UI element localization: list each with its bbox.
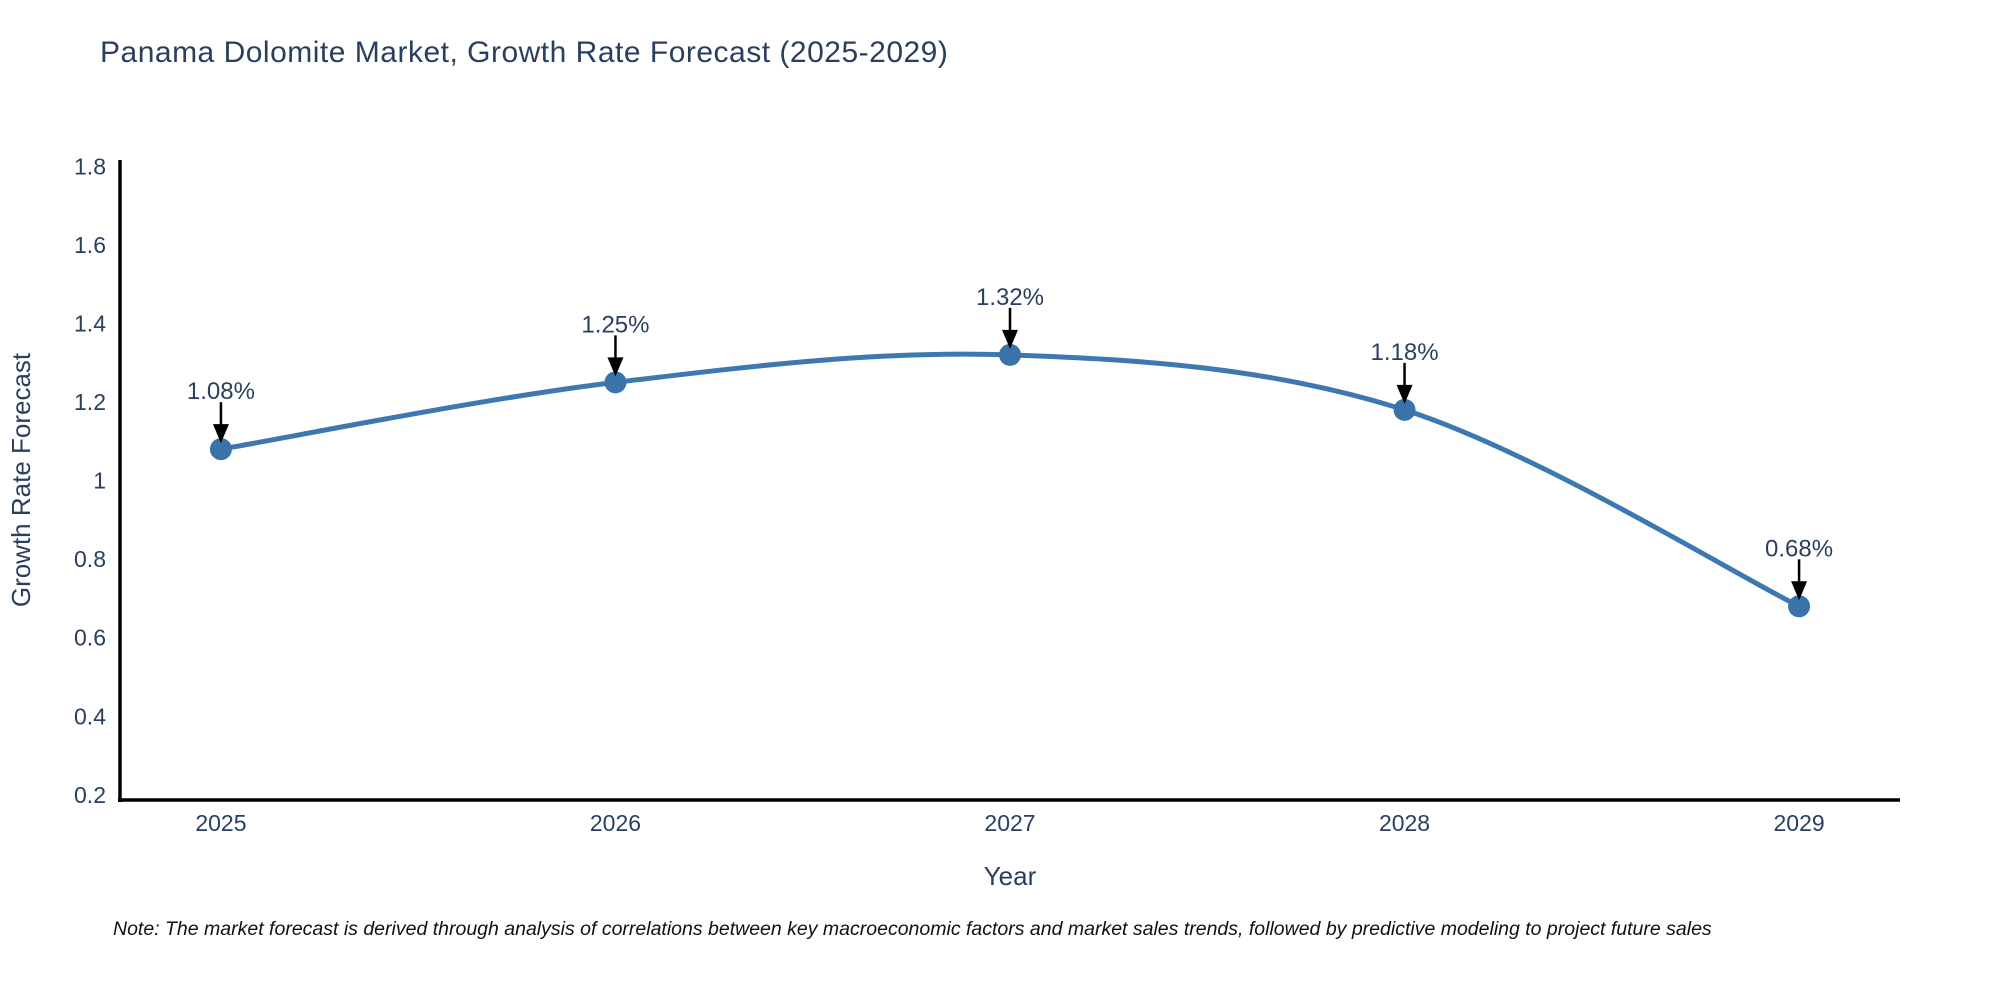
y-tick-label: 0.2	[74, 782, 106, 808]
annotation-arrowhead	[212, 424, 229, 444]
data-point-2025[interactable]	[209, 438, 232, 461]
y-tick-label: 1	[93, 468, 106, 494]
x-tick-label: 2028	[1379, 810, 1430, 836]
annotation-arrowhead	[1002, 329, 1018, 349]
x-tick-label: 2027	[984, 810, 1035, 836]
annotation-arrowhead	[1791, 581, 1808, 601]
footnote: Note: The market forecast is derived thr…	[113, 918, 1712, 940]
annotation-arrowhead	[607, 357, 624, 377]
data-point-2026[interactable]	[604, 371, 627, 394]
annotation-label: 0.68%	[1765, 535, 1833, 562]
forecast-line	[218, 351, 1802, 609]
annotation-label: 1.32%	[976, 284, 1044, 311]
y-tick-label: 0.6	[74, 625, 106, 651]
annotation-label: 1.25%	[581, 311, 649, 338]
y-tick-label: 0.4	[74, 703, 106, 729]
annotation-label: 1.08%	[187, 378, 255, 405]
data-point-2029[interactable]	[1788, 595, 1811, 618]
x-tick-label: 2025	[195, 810, 246, 836]
data-point-2028[interactable]	[1393, 398, 1416, 421]
annotation-arrowhead	[1396, 384, 1413, 404]
y-tick-label: 0.8	[74, 546, 106, 572]
x-axis-title: Year	[984, 861, 1037, 891]
x-tick-label: 2026	[590, 810, 641, 836]
y-axis-title: Growth Rate Forecast	[6, 352, 36, 607]
data-point-2027[interactable]	[999, 343, 1021, 366]
x-tick-label: 2029	[1773, 810, 1824, 836]
y-tick-label: 1.2	[74, 389, 106, 415]
y-tick-label: 1.4	[74, 310, 106, 336]
chart-title: Panama Dolomite Market, Growth Rate Fore…	[100, 36, 949, 69]
y-tick-label: 1.6	[74, 232, 106, 258]
annotation-label: 1.18%	[1371, 339, 1439, 366]
y-tick-label: 1.8	[74, 153, 106, 179]
